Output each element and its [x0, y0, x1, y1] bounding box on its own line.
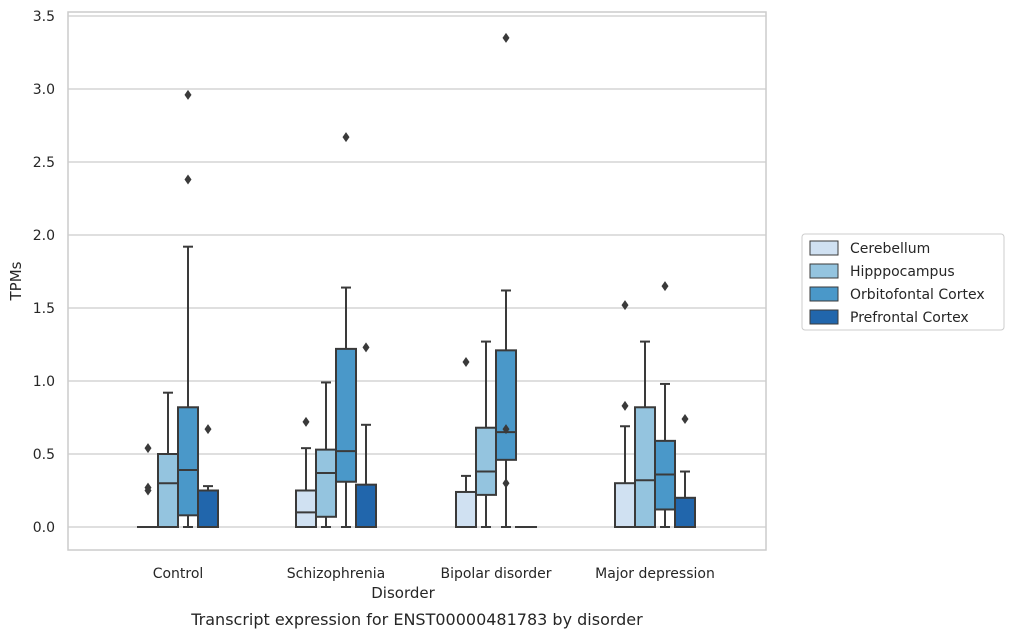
box-iqr	[197, 489, 219, 528]
legend-frame	[801, 233, 1005, 331]
y-tick-label: 3.0	[33, 82, 55, 98]
box-iqr	[475, 426, 497, 496]
legend: Cerebellum Hipppocampus Orbitofontal Corte…	[801, 233, 1005, 331]
legend-swatch	[809, 263, 839, 279]
box-group	[315, 381, 337, 528]
box-iqr	[355, 483, 377, 529]
x-tick-labels: Control Schizophrenia Bipolar disorder Majo…	[153, 566, 715, 582]
outlier-point	[362, 342, 370, 353]
box-iqr	[455, 490, 477, 528]
outlier-point	[621, 300, 629, 311]
box-group	[177, 89, 199, 528]
outlier-point	[661, 281, 669, 292]
box-series	[137, 32, 696, 529]
legend-entry: Cerebellum	[850, 241, 930, 257]
box-iqr	[614, 482, 636, 529]
outlier-point	[144, 485, 152, 496]
y-tick-label: 2.5	[33, 155, 55, 171]
box-group	[137, 443, 159, 529]
y-axis-label: TPMs	[7, 261, 25, 301]
y-tick-label: 2.0	[33, 228, 55, 244]
box-group	[157, 391, 179, 528]
y-tick-label: 1.0	[33, 374, 55, 390]
x-tick-label: Major depression	[595, 566, 715, 582]
outlier-point	[184, 174, 192, 185]
box-group	[674, 413, 696, 528]
box-iqr	[157, 453, 179, 528]
box-group	[197, 424, 219, 528]
legend-entry: Hipppocampus	[850, 264, 955, 280]
outlier-point	[621, 400, 629, 411]
x-axis-label: Disorder	[371, 584, 435, 602]
outlier-point	[502, 478, 510, 489]
box-iqr	[674, 496, 696, 528]
outlier-point	[144, 443, 152, 454]
outlier-point	[342, 132, 350, 143]
box-iqr	[495, 349, 517, 461]
box-iqr	[315, 448, 337, 518]
outlier-point	[502, 424, 510, 435]
box-group	[355, 342, 377, 529]
box-iqr	[295, 489, 317, 528]
box-group	[614, 300, 636, 529]
y-tick-labels: 0.0 0.5 1.0 1.5 2.0 2.5 3.0 3.5	[33, 9, 55, 536]
box-group	[295, 416, 317, 528]
outlier-point	[681, 413, 689, 424]
x-tick-label: Control	[153, 566, 204, 582]
box-group	[455, 357, 477, 528]
outlier-point	[184, 89, 192, 100]
legend-swatch	[809, 240, 839, 256]
y-tick-label: 0.5	[33, 447, 55, 463]
y-tick-label: 1.5	[33, 301, 55, 317]
plot-frame	[67, 11, 767, 551]
legend-swatch	[809, 286, 839, 302]
legend-entry: Prefrontal Cortex	[850, 310, 969, 326]
outlier-point	[462, 357, 470, 368]
legend-entry: Orbitofontal Cortex	[850, 287, 985, 303]
outlier-point	[502, 32, 510, 43]
legend-swatch	[809, 309, 839, 325]
box-group	[475, 340, 497, 528]
box-iqr	[335, 347, 357, 483]
box-group	[335, 132, 357, 528]
box-iqr	[177, 406, 199, 517]
outlier-point	[204, 424, 212, 435]
y-tick-label: 3.5	[33, 9, 55, 25]
box-iqr	[634, 406, 656, 528]
x-tick-label: Schizophrenia	[287, 566, 385, 582]
chart-caption: Transcript expression for ENST0000048178…	[190, 610, 643, 629]
box-group	[654, 281, 676, 528]
x-tick-label: Bipolar disorder	[440, 566, 551, 582]
box-group	[495, 32, 517, 528]
outlier-point	[302, 416, 310, 427]
y-tick-label: 0.0	[33, 520, 55, 536]
